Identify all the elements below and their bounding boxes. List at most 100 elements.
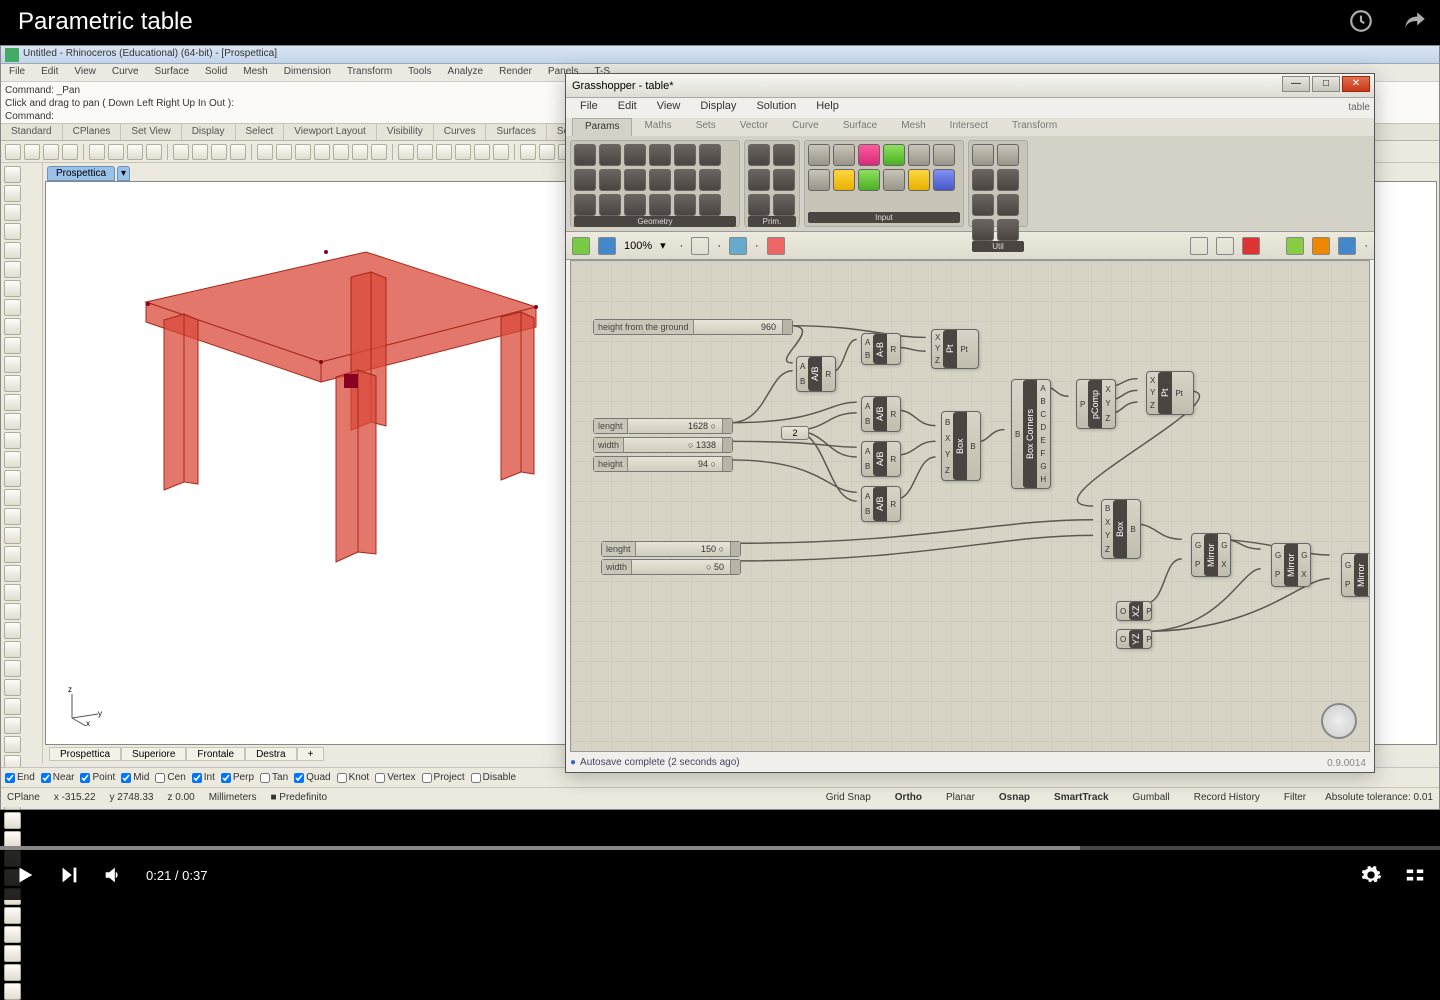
volume-button[interactable]	[102, 864, 124, 886]
tool-27[interactable]	[4, 679, 21, 696]
ribbon-ic-0-5[interactable]	[699, 144, 721, 166]
preview-icon[interactable]	[729, 237, 747, 255]
node-n8[interactable]: BBox CornersABCDEFGH	[1011, 379, 1051, 489]
ribbon-ic-2-4[interactable]	[908, 144, 930, 166]
tool-4[interactable]	[4, 242, 21, 259]
gh-ribbon[interactable]: GeometryPrim.InputUtil	[566, 136, 1374, 232]
gh-titlebar[interactable]: Grasshopper - table* — □ ✕	[566, 74, 1374, 98]
tool-10[interactable]	[4, 356, 21, 373]
gh-menu-display[interactable]: Display	[690, 98, 746, 118]
save-icon[interactable]	[598, 237, 616, 255]
node-n6[interactable]: ABA/BR	[861, 486, 901, 522]
ribbon-ic-0-1[interactable]	[599, 144, 621, 166]
vtab-superiore[interactable]: Superiore	[121, 747, 186, 761]
ribbon-ic-0-4[interactable]	[674, 144, 696, 166]
tool-22[interactable]	[4, 584, 21, 601]
tool-14[interactable]	[4, 432, 21, 449]
gh-tab-mesh[interactable]: Mesh	[889, 118, 937, 136]
ribbon-ic-0-3[interactable]	[649, 144, 671, 166]
tool-24[interactable]	[4, 622, 21, 639]
tool-7[interactable]	[4, 299, 21, 316]
gh-tab-vector[interactable]: Vector	[728, 118, 780, 136]
ribbon-ic-2-9[interactable]	[883, 169, 905, 191]
toolbar-btn-1[interactable]	[24, 144, 40, 160]
node-n16[interactable]: OYZP	[1116, 629, 1152, 649]
open-icon[interactable]	[572, 237, 590, 255]
viewport-tab-dropdown[interactable]: ▾	[117, 166, 130, 181]
ribbon-ic-1-0[interactable]	[748, 144, 770, 166]
ribbon-ic-3-7[interactable]	[997, 219, 1019, 241]
ribbon-ic-1-2[interactable]	[748, 169, 770, 191]
play-button[interactable]	[14, 864, 36, 886]
slider-s2[interactable]: lenght1628 ○	[593, 418, 733, 434]
node-n4[interactable]: ABA/BR	[861, 396, 901, 432]
ribbon-ic-0-14[interactable]	[624, 194, 646, 216]
tab-set-view[interactable]: Set View	[121, 124, 181, 140]
toolbar-btn-5[interactable]	[108, 144, 124, 160]
gh-menu-file[interactable]: File	[570, 98, 608, 118]
gh-menu-view[interactable]: View	[647, 98, 691, 118]
gh-tb-r6[interactable]	[1338, 237, 1356, 255]
osnap-point[interactable]: Point	[80, 772, 115, 783]
menu-render[interactable]: Render	[491, 64, 540, 81]
tab-select[interactable]: Select	[236, 124, 285, 140]
tool-39[interactable]	[4, 907, 21, 924]
ribbon-ic-0-13[interactable]	[599, 194, 621, 216]
tab-curves[interactable]: Curves	[434, 124, 487, 140]
ribbon-ic-3-6[interactable]	[972, 219, 994, 241]
gh-tab-transform[interactable]: Transform	[1000, 118, 1069, 136]
tab-display[interactable]: Display	[182, 124, 236, 140]
settings-button[interactable]	[1360, 864, 1382, 886]
toolbar-btn-4[interactable]	[89, 144, 105, 160]
node-n15[interactable]: OXZP	[1116, 601, 1152, 621]
tool-0[interactable]	[4, 166, 21, 183]
ribbon-ic-0-7[interactable]	[599, 169, 621, 191]
tool-20[interactable]	[4, 546, 21, 563]
close-button[interactable]: ✕	[1342, 76, 1370, 92]
ribbon-ic-2-8[interactable]	[858, 169, 880, 191]
toolbar-btn-24[interactable]	[493, 144, 509, 160]
maximize-button[interactable]: □	[1312, 76, 1340, 92]
ribbon-ic-3-0[interactable]	[972, 144, 994, 166]
tool-19[interactable]	[4, 527, 21, 544]
node-n5[interactable]: ABA/BR	[861, 441, 901, 477]
ribbon-ic-1-5[interactable]	[773, 194, 795, 216]
slider-s5[interactable]: lenght150 ○	[601, 541, 741, 557]
ribbon-ic-1-1[interactable]	[773, 144, 795, 166]
ribbon-ic-2-11[interactable]	[933, 169, 955, 191]
menu-analyze[interactable]: Analyze	[440, 64, 492, 81]
tool-16[interactable]	[4, 470, 21, 487]
tool-12[interactable]	[4, 394, 21, 411]
gh-tb-r5[interactable]	[1312, 237, 1330, 255]
tool-30[interactable]	[4, 736, 21, 753]
osnap-quad[interactable]: Quad	[294, 772, 330, 783]
osnap-int[interactable]: Int	[192, 772, 215, 783]
slider-s3[interactable]: width○ 1338	[593, 437, 733, 453]
toolbar-btn-11[interactable]	[230, 144, 246, 160]
tool-3[interactable]	[4, 223, 21, 240]
node-n13[interactable]: GPMirrorGX	[1271, 543, 1311, 587]
menu-tools[interactable]: Tools	[400, 64, 439, 81]
gh-canvas-toolbar[interactable]: 100% ▾ · · · ·	[566, 232, 1374, 260]
ribbon-ic-3-1[interactable]	[997, 144, 1019, 166]
ribbon-ic-2-5[interactable]	[933, 144, 955, 166]
node-n12[interactable]: GPMirrorGX	[1191, 533, 1231, 577]
ribbon-ic-1-3[interactable]	[773, 169, 795, 191]
ribbon-ic-0-9[interactable]	[649, 169, 671, 191]
toolbar-btn-9[interactable]	[192, 144, 208, 160]
toolbar-btn-14[interactable]	[295, 144, 311, 160]
menu-view[interactable]: View	[66, 64, 104, 81]
tool-41[interactable]	[4, 945, 21, 962]
node-n7[interactable]: BXYZBoxB	[941, 411, 981, 481]
menu-file[interactable]: File	[1, 64, 33, 81]
ribbon-ic-3-2[interactable]	[972, 169, 994, 191]
osnap-mid[interactable]: Mid	[121, 772, 149, 783]
tool-43[interactable]	[4, 983, 21, 1000]
node-n1[interactable]: ABA/BR	[796, 356, 836, 392]
menu-surface[interactable]: Surface	[147, 64, 197, 81]
tool-29[interactable]	[4, 717, 21, 734]
ribbon-ic-2-6[interactable]	[808, 169, 830, 191]
tool-11[interactable]	[4, 375, 21, 392]
gh-tb-r4[interactable]	[1286, 237, 1304, 255]
osnap-disable[interactable]: Disable	[471, 772, 516, 783]
